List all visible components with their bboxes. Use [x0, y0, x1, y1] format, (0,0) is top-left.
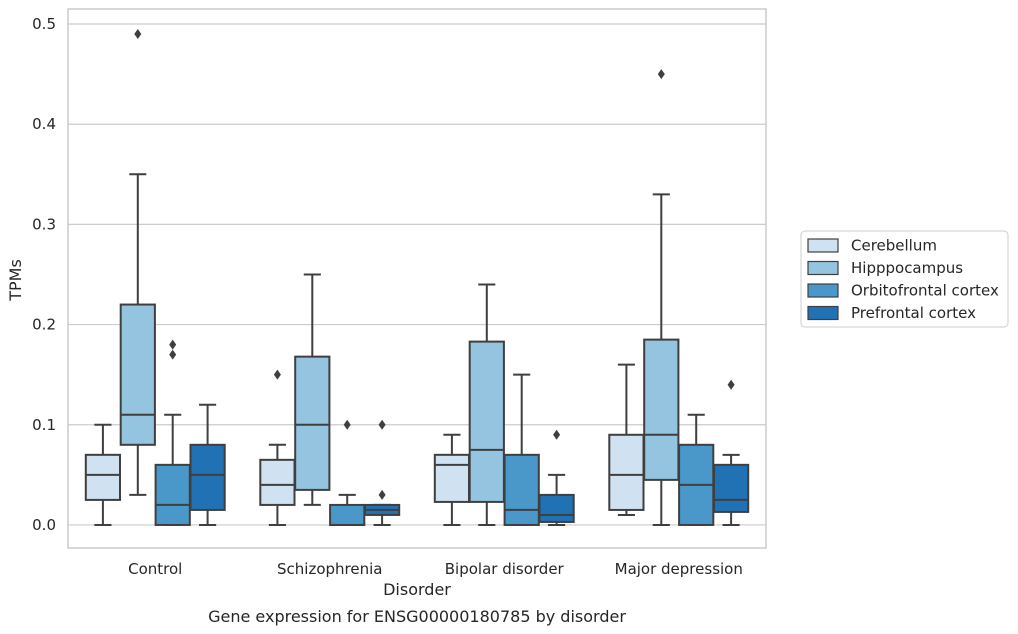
outlier-point	[553, 429, 561, 440]
box-1-1	[84, 423, 122, 526]
legend-swatch	[807, 238, 839, 253]
box-4-1	[608, 363, 645, 516]
outlier-point	[134, 29, 142, 40]
outlier-point	[378, 419, 386, 430]
box-body	[189, 443, 226, 511]
legend-entry: Orbitofrontal cortex	[851, 282, 999, 300]
legend-entry: Cerebellum	[851, 237, 937, 255]
legend-swatch	[807, 260, 839, 276]
box-2-2	[294, 273, 331, 506]
box-body	[433, 453, 471, 503]
box-2-1	[259, 369, 296, 526]
box-body	[329, 503, 366, 526]
outlier-point	[727, 379, 735, 390]
box-4-4	[712, 379, 750, 526]
x-tick-label: Schizophrenia	[277, 560, 382, 578]
box-2-4	[363, 419, 401, 526]
y-tick-label: 0.3	[32, 215, 56, 233]
legend-entry: Prefrontal cortex	[851, 304, 976, 322]
y-tick-label: 0.5	[32, 15, 56, 33]
outlier-point	[169, 349, 177, 360]
box-2-3	[329, 419, 366, 526]
y-tick-label: 0.4	[32, 115, 56, 133]
y-tick-label: 0.1	[32, 416, 56, 434]
legend-swatch	[807, 283, 839, 298]
y-tick-label: 0.2	[32, 316, 56, 334]
y-tick-labels: 0.0 0.1 0.2 0.3 0.4 0.5	[32, 15, 56, 534]
box-3-4	[538, 429, 575, 526]
box-3-1	[433, 433, 471, 526]
box-body	[712, 463, 750, 513]
box-groups	[84, 29, 750, 526]
chart-title: Gene expression for ENSG00000180785 by d…	[208, 607, 626, 626]
box-body	[503, 453, 540, 526]
legend-entry: Hipppocampus	[851, 259, 963, 277]
x-tick-label: Control	[128, 560, 182, 578]
legend: Cerebellum Hipppocampus Orbitofrontal cort…	[800, 230, 1009, 328]
x-tick-labels: Control Schizophrenia Bipolar disorder Majo…	[128, 560, 743, 578]
box-body	[468, 340, 505, 503]
legend-frame	[800, 230, 1009, 328]
plot-frame	[67, 8, 767, 549]
box-1-4	[189, 403, 226, 526]
outlier-point	[657, 69, 665, 80]
box-body	[259, 458, 296, 506]
box-body	[119, 303, 156, 446]
box-body	[84, 453, 122, 501]
outlier-point	[169, 339, 177, 350]
outlier-point	[378, 489, 386, 500]
box-3-3	[503, 373, 540, 526]
y-tick-label: 0.0	[32, 516, 56, 534]
x-axis-label: Disorder	[383, 580, 451, 599]
box-4-3	[678, 413, 715, 526]
box-body	[154, 463, 191, 526]
x-tick-label: Bipolar disorder	[445, 560, 565, 578]
box-3-2	[468, 283, 505, 526]
box-1-2	[119, 29, 156, 496]
x-tick-label: Major depression	[615, 560, 743, 578]
box-body	[643, 338, 680, 481]
box-4-2	[643, 69, 680, 526]
outlier-point	[273, 369, 281, 380]
outlier-point	[343, 419, 351, 430]
y-axis-label: TPMs	[6, 259, 25, 302]
box-1-3	[154, 339, 191, 526]
box-body	[608, 433, 645, 511]
box-body	[294, 355, 331, 491]
legend-swatch	[807, 305, 839, 321]
box-body	[538, 493, 575, 523]
y-gridlines	[68, 23, 766, 526]
